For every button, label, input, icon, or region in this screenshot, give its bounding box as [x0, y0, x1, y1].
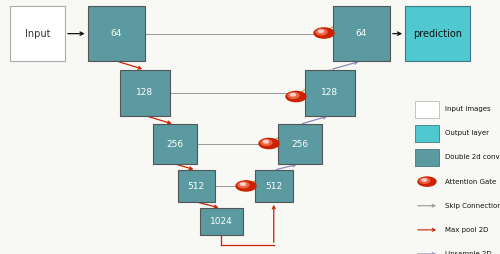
- Text: prediction: prediction: [413, 29, 462, 39]
- FancyBboxPatch shape: [255, 170, 292, 202]
- Text: Upsample 2D: Upsample 2D: [445, 251, 492, 254]
- Circle shape: [236, 181, 256, 191]
- Text: 256: 256: [166, 140, 183, 149]
- FancyBboxPatch shape: [152, 124, 196, 164]
- Text: Input: Input: [25, 29, 50, 39]
- FancyBboxPatch shape: [405, 6, 470, 61]
- Text: 512: 512: [188, 182, 205, 190]
- Text: Attention Gate: Attention Gate: [445, 179, 496, 185]
- FancyBboxPatch shape: [415, 125, 439, 142]
- Text: Max pool 2D: Max pool 2D: [445, 227, 488, 233]
- FancyBboxPatch shape: [200, 208, 242, 235]
- Text: 512: 512: [265, 182, 282, 190]
- Text: 128: 128: [136, 88, 154, 97]
- FancyBboxPatch shape: [415, 149, 439, 166]
- Text: Double 2d conv: Double 2d conv: [445, 154, 500, 161]
- FancyBboxPatch shape: [88, 6, 145, 61]
- Circle shape: [261, 140, 272, 145]
- Circle shape: [259, 138, 279, 149]
- Circle shape: [238, 182, 249, 188]
- Circle shape: [318, 30, 324, 33]
- Circle shape: [286, 91, 306, 102]
- Text: 64: 64: [110, 29, 122, 38]
- Text: Skip Connection: Skip Connection: [445, 203, 500, 209]
- FancyBboxPatch shape: [178, 170, 215, 202]
- Circle shape: [240, 183, 246, 185]
- FancyBboxPatch shape: [332, 6, 390, 61]
- Text: Output layer: Output layer: [445, 130, 489, 136]
- Circle shape: [316, 29, 327, 35]
- Text: 64: 64: [356, 29, 367, 38]
- Circle shape: [314, 28, 334, 38]
- Circle shape: [264, 140, 268, 143]
- Circle shape: [418, 177, 436, 186]
- Circle shape: [290, 93, 296, 96]
- FancyBboxPatch shape: [305, 70, 355, 116]
- Circle shape: [288, 93, 299, 98]
- Text: 128: 128: [322, 88, 338, 97]
- Text: Input images: Input images: [445, 106, 490, 112]
- Text: 1024: 1024: [210, 217, 233, 226]
- FancyBboxPatch shape: [278, 124, 322, 164]
- Circle shape: [420, 178, 430, 183]
- Circle shape: [422, 179, 426, 181]
- FancyBboxPatch shape: [120, 70, 170, 116]
- FancyBboxPatch shape: [10, 6, 65, 61]
- Text: 256: 256: [291, 140, 308, 149]
- FancyBboxPatch shape: [415, 101, 439, 118]
